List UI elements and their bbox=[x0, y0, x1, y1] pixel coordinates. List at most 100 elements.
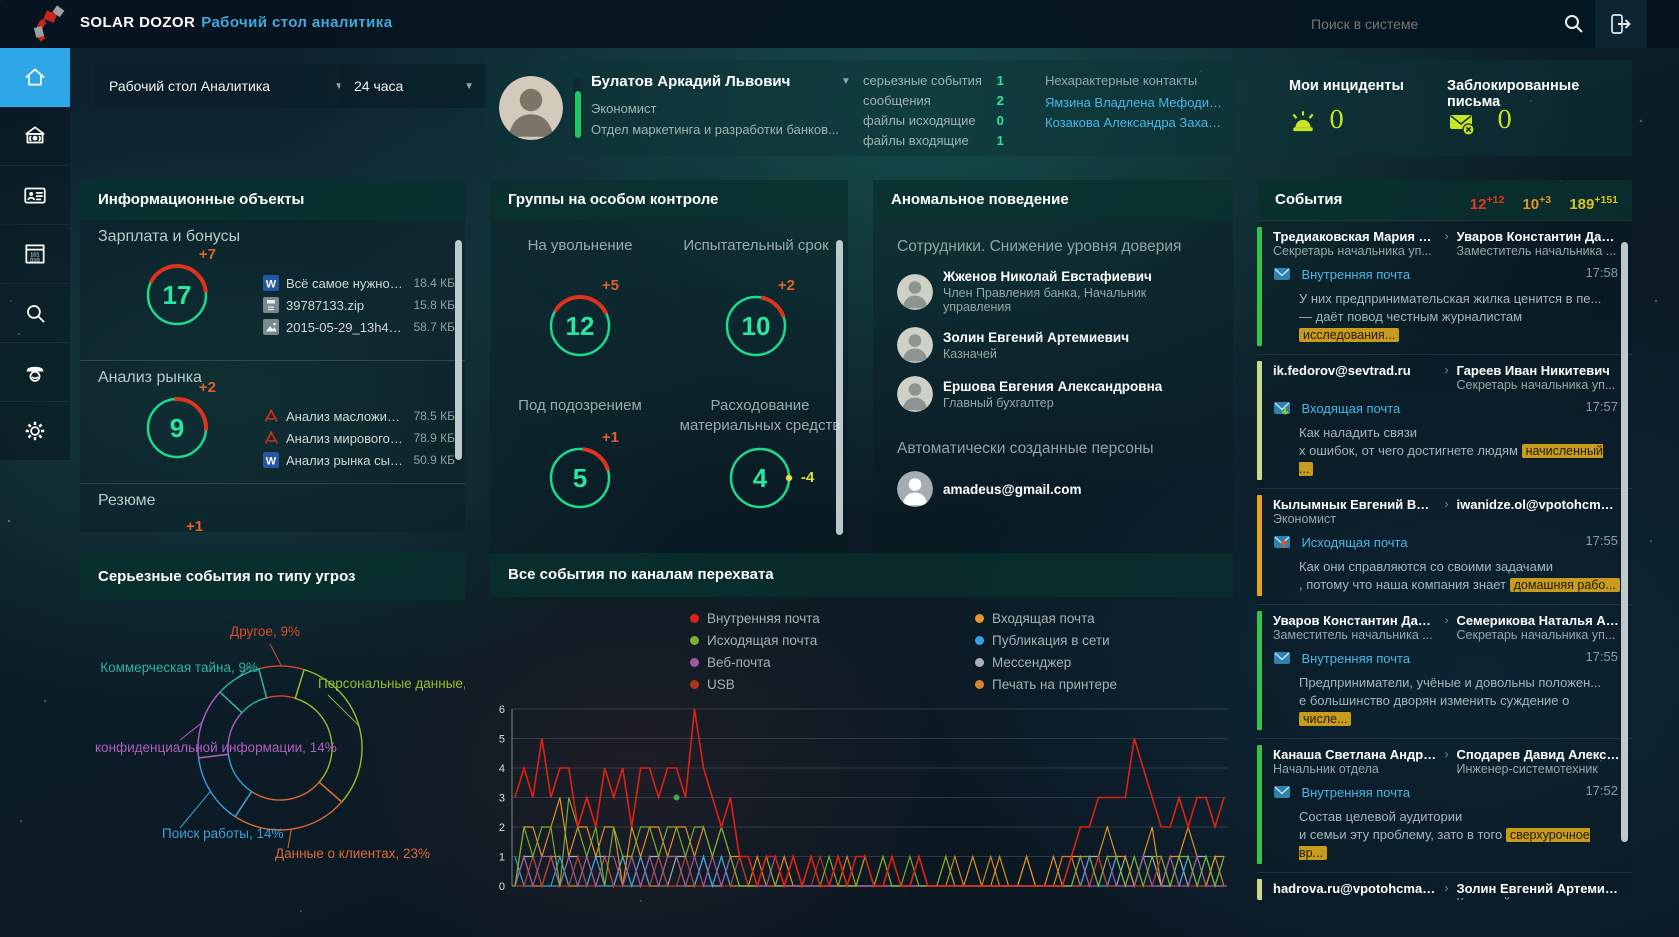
auto-person-email: amadeus@gmail.com bbox=[943, 481, 1082, 497]
event-from-role: Экономист bbox=[1273, 512, 1336, 526]
file-name[interactable]: Анализ рынка сыро... bbox=[286, 452, 406, 468]
channels-body: Внутренняя почта Исходящая почта Веб-поч… bbox=[490, 607, 1233, 903]
event-snippet: У них предпринимательская жилка ценится … bbox=[1299, 291, 1602, 342]
period-dropdown[interactable]: 24 часа ▼ bbox=[340, 64, 488, 108]
sidebar-item[interactable] bbox=[0, 107, 70, 166]
user-stat-row: файлы входящие 1 bbox=[863, 133, 1004, 153]
user-avatar[interactable] bbox=[499, 76, 563, 140]
event-from-name: Тредиаковская Мария Ива... bbox=[1273, 229, 1437, 244]
legend-label: Исходящая почта bbox=[707, 632, 818, 648]
svg-text:0: 0 bbox=[499, 881, 505, 893]
legend-item[interactable]: Исходящая почта bbox=[690, 629, 975, 651]
event-item[interactable]: Тредиаковская Мария Ива... › Уваров Конс… bbox=[1257, 220, 1632, 354]
file-name[interactable]: 2015-05-29_13h45_... bbox=[286, 319, 406, 335]
contact-link[interactable]: Ямзина Владлена Мефодие... bbox=[1045, 95, 1225, 110]
person-role: Главный бухгалтер bbox=[943, 395, 1054, 410]
event-item[interactable]: ik.fedorov@sevtrad.ru › Гареев Иван Ники… bbox=[1257, 354, 1632, 488]
legend-label: Внутренняя почта bbox=[707, 610, 820, 626]
event-item[interactable]: Кылымнык Евгений Влади... › iwanidze.ol@… bbox=[1257, 488, 1632, 604]
auto-person-avatar bbox=[897, 471, 933, 507]
event-to-name: iwanidze.ol@vpotohcmash... bbox=[1456, 497, 1621, 512]
info-objects-header: Информационные объекты bbox=[80, 180, 465, 220]
events-counters: 12+12 10+3 189+151 bbox=[1456, 180, 1618, 225]
search-icon[interactable] bbox=[1559, 9, 1589, 39]
info-section-market[interactable]: Анализ рынка 9 +2 Анализ масложиро... 78.… bbox=[80, 360, 465, 483]
legend-label: Веб-почта bbox=[707, 654, 771, 670]
stat-value: 2 bbox=[996, 93, 1004, 108]
event-from-name: Уваров Константин Давид.. bbox=[1273, 613, 1437, 628]
info-section-resume[interactable]: Резюме +1 bbox=[80, 483, 465, 535]
event-item[interactable]: Уваров Константин Давид.. › Семерикова Н… bbox=[1257, 604, 1632, 738]
sidebar-item[interactable]: 101 010 bbox=[0, 225, 70, 284]
line-chart: 0 1 2 3 4 5 6 bbox=[499, 704, 1227, 893]
person-row[interactable]: Жженов Николай Евстафиевич Член Правлени… bbox=[897, 269, 1209, 314]
sidebar-item[interactable] bbox=[0, 284, 70, 343]
event-item[interactable]: Канаша Светлана Андрия... › Сподарев Дав… bbox=[1257, 738, 1632, 872]
event-to-role: Секретарь начальника уп... bbox=[1456, 628, 1616, 642]
legend-item[interactable]: Мессенджер bbox=[975, 651, 1260, 673]
anomaly-panel: Аномальное поведение Сотрудники. Снижени… bbox=[873, 180, 1233, 557]
sidebar-item[interactable] bbox=[0, 402, 70, 461]
unusual-contacts-title: Нехарактерные контакты bbox=[1045, 73, 1198, 88]
legend-item[interactable]: Публикация в сети bbox=[975, 629, 1260, 651]
donut-segment bbox=[197, 753, 253, 818]
sidebar-item[interactable] bbox=[0, 48, 70, 107]
donut-segment bbox=[234, 781, 343, 831]
info-section-salary[interactable]: Зарплата и бонусы 17 +7 W Всё самое нужно… bbox=[80, 220, 465, 360]
auto-person-row[interactable]: amadeus@gmail.com bbox=[897, 471, 1209, 507]
event-to-name: Сподарев Давид Александ... bbox=[1456, 747, 1621, 762]
chevron-down-icon: ▼ bbox=[320, 81, 344, 92]
sidebar-item[interactable] bbox=[0, 166, 70, 225]
group-dismissal[interactable]: На увольнение 12 +5 bbox=[500, 236, 660, 359]
legend-item[interactable]: Веб-почта bbox=[690, 651, 975, 673]
watch-groups-header: Группы на особом контроле bbox=[490, 180, 848, 220]
event-channel-label[interactable]: Внутренняя почта bbox=[1301, 267, 1411, 282]
svg-text:9: 9 bbox=[170, 413, 184, 443]
mail-channel-icon bbox=[1273, 649, 1291, 672]
user-role: Экономист bbox=[591, 101, 657, 116]
person-name: Золин Евгений Артемиевич bbox=[943, 329, 1130, 345]
legend-dot-icon bbox=[690, 679, 699, 689]
arrow-right-icon: › bbox=[1444, 881, 1449, 895]
sidebar-item[interactable] bbox=[0, 343, 70, 402]
legend-dot-icon bbox=[690, 657, 699, 667]
period-dropdown-value: 24 часа bbox=[354, 78, 404, 94]
legend-item[interactable]: USB bbox=[690, 673, 975, 695]
event-from-name: ik.fedorov@sevtrad.ru bbox=[1273, 363, 1411, 378]
event-item[interactable]: hadrova.ru@vpotohcmash.u › Золин Евгений… bbox=[1257, 872, 1632, 900]
my-incidents-panel: Мои инциденты Заблокированные письма 0 0 bbox=[1257, 60, 1632, 156]
file-name[interactable]: Анализ масложиро... bbox=[286, 408, 406, 424]
legend-item[interactable]: Внутренняя почта bbox=[690, 607, 975, 629]
group-spending[interactable]: Расходование материальных средств 4 -4 bbox=[676, 396, 844, 511]
legend-item[interactable]: Входящая почта bbox=[975, 607, 1260, 629]
svg-text:4: 4 bbox=[499, 763, 505, 775]
event-channel-label[interactable]: Внутренняя почта bbox=[1301, 651, 1411, 666]
file-name[interactable]: Анализ мирового р... bbox=[286, 430, 406, 446]
event-channel-label[interactable]: Входящая почта bbox=[1301, 401, 1401, 416]
event-channel-label[interactable]: Внутренняя почта bbox=[1301, 785, 1411, 800]
group-suspicion[interactable]: Под подозрением 5 +1 bbox=[500, 396, 660, 511]
file-size: 78.5 КБ bbox=[413, 409, 455, 423]
events-scrollbar[interactable] bbox=[1621, 242, 1628, 842]
search-input[interactable] bbox=[1295, 16, 1559, 32]
logout-button[interactable] bbox=[1595, 0, 1647, 48]
svg-text:5: 5 bbox=[573, 463, 587, 493]
group-probation[interactable]: Испытательный срок 10 +2 bbox=[676, 236, 836, 359]
legend-item[interactable]: Печать на принтере bbox=[975, 673, 1260, 695]
person-row[interactable]: Золин Евгений Артемиевич Казначей bbox=[897, 327, 1209, 363]
file-row: W Всё самое нужное ... 18.4 КБ bbox=[263, 272, 455, 294]
workspace-dropdown[interactable]: Рабочий стол Аналитика ▼ bbox=[95, 64, 358, 108]
svg-text:101: 101 bbox=[30, 253, 39, 259]
events-counter: 10+3 bbox=[1522, 194, 1552, 213]
event-accent-bar bbox=[1257, 611, 1262, 730]
event-channel-label[interactable]: Исходящая почта bbox=[1301, 535, 1408, 550]
file-name[interactable]: Всё самое нужное ... bbox=[286, 275, 406, 291]
person-row[interactable]: Ершова Евгения Александровна Главный бух… bbox=[897, 376, 1209, 412]
file-name[interactable]: 39787133.zip bbox=[286, 297, 365, 313]
info-objects-scrollbar[interactable] bbox=[455, 240, 462, 460]
contact-link[interactable]: Козакова Александра Захар... bbox=[1045, 115, 1225, 130]
file-type-icon bbox=[263, 297, 279, 313]
watch-groups-scrollbar[interactable] bbox=[836, 240, 843, 535]
unusual-contacts: Нехарактерные контакты Ямзина Владлена М… bbox=[1045, 73, 1225, 133]
user-dropdown-caret[interactable]: ▼ bbox=[841, 76, 851, 87]
